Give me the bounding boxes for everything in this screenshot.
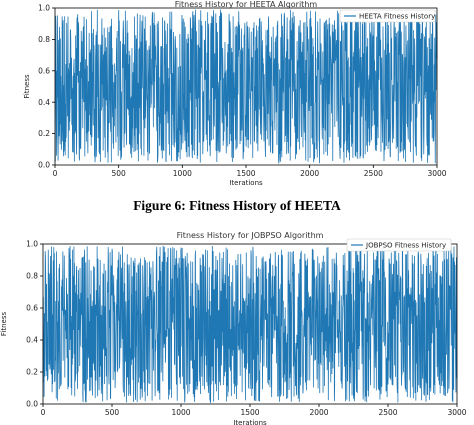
heeta-fitness-chart: Fitness History for HEETA Algorithm 0 500 1… [23, 0, 447, 187]
jobpso-fitness-chart: Fitness History for JOBPSO Algorithm 0 500… [0, 231, 467, 425]
y-tick-label: 0.8 [26, 272, 38, 281]
y-tick-label: 0.0 [26, 400, 38, 409]
y-tick-label: 0.8 [38, 35, 50, 44]
x-tick-label: 1500 [240, 408, 259, 417]
x-tick-label: 500 [112, 169, 127, 178]
x-tick-label: 2000 [300, 169, 319, 178]
fitness-series-line [54, 9, 438, 164]
x-tick-label: 2500 [378, 408, 397, 417]
y-tick-label: 0.6 [26, 304, 38, 313]
y-tick-label: 0.6 [38, 66, 50, 75]
y-tick-label: 0.0 [38, 161, 50, 170]
fitness-series-line [42, 245, 458, 404]
y-tick-label: 0.4 [38, 98, 50, 107]
y-tick-label: 0.4 [26, 336, 38, 345]
y-tick-label: 1.0 [38, 4, 50, 13]
y-tick-label: 0.2 [26, 368, 38, 377]
x-tick-label: 2000 [309, 408, 328, 417]
chart-title: Fitness History for JOBPSO Algorithm [177, 231, 324, 240]
x-tick-label: 500 [105, 408, 120, 417]
y-tick-label: 1.0 [26, 240, 38, 249]
y-axis-label: Fitness [0, 312, 8, 337]
x-tick-label: 0 [41, 408, 46, 417]
legend-box [339, 9, 436, 23]
y-tick-label: 0.2 [38, 129, 50, 138]
legend-box [346, 238, 452, 252]
x-axis-label: Iterations [233, 419, 267, 425]
chart-title: Fitness History for HEETA Algorithm [175, 0, 318, 9]
x-tick-label: 1000 [173, 169, 192, 178]
legend-label: HEETA Fitness History [359, 13, 435, 21]
legend-label: JOBPSO Fitness History [365, 242, 446, 250]
y-axis-label: Fitness [23, 74, 31, 99]
x-tick-label: 2500 [364, 169, 383, 178]
x-axis-label: Iterations [229, 179, 263, 187]
x-tick-label: 3000 [427, 169, 446, 178]
x-tick-label: 3000 [447, 408, 466, 417]
x-tick-label: 0 [53, 169, 58, 178]
figure-caption: Figure 6: Fitness History of HEETA [133, 198, 341, 213]
x-tick-label: 1500 [236, 169, 255, 178]
x-tick-label: 1000 [171, 408, 190, 417]
